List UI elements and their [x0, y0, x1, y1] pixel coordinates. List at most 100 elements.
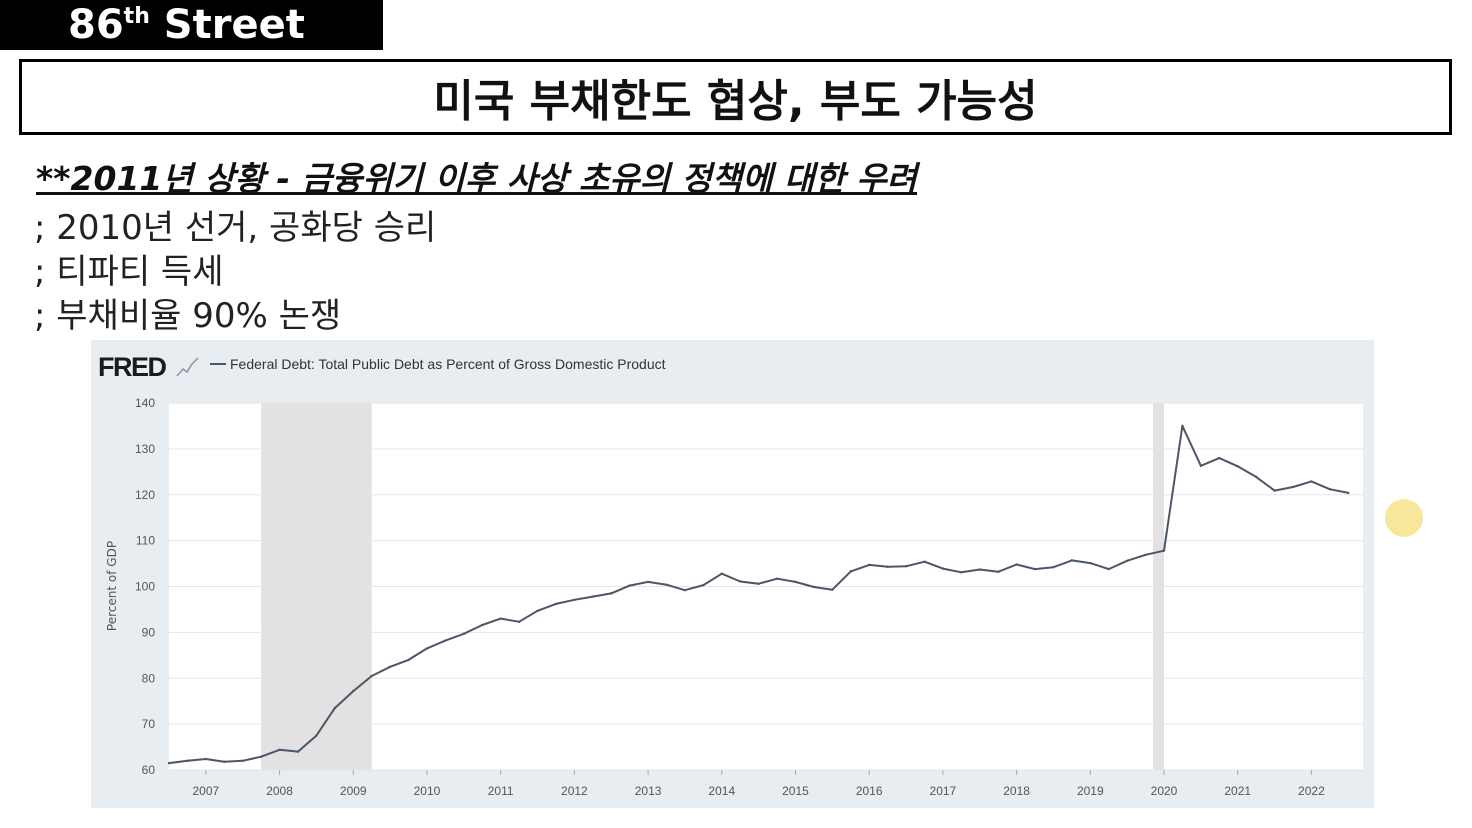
data-point — [517, 620, 521, 624]
data-point — [1033, 567, 1037, 571]
data-point — [941, 567, 945, 570]
data-point — [259, 755, 263, 758]
data-point — [849, 570, 852, 573]
x-tick-label-2018: 2018 — [1003, 784, 1030, 798]
x-tick-label-2019: 2019 — [1077, 784, 1104, 798]
data-point — [204, 757, 208, 761]
debt-to-gdp-chart: FRED Federal Debt: Total Public Debt as … — [98, 352, 1363, 798]
cursor-highlight — [1385, 499, 1423, 537]
x-tick-label-2017: 2017 — [930, 784, 957, 798]
data-point — [683, 588, 687, 592]
data-point — [923, 560, 926, 563]
y-tick-label-90: 90 — [142, 625, 156, 639]
data-point — [1273, 489, 1276, 492]
data-point — [1181, 424, 1184, 428]
fred-logo: FRED — [98, 352, 199, 382]
data-point — [407, 658, 410, 662]
data-point — [554, 602, 558, 606]
channel-name-rest: Street — [149, 2, 305, 48]
y-tick-label-80: 80 — [142, 671, 156, 685]
x-tick-label-2011: 2011 — [488, 784, 514, 798]
data-point — [1162, 549, 1166, 552]
x-tick-label-2016: 2016 — [856, 784, 883, 798]
data-point — [867, 563, 871, 567]
x-tick-label-2015: 2015 — [782, 784, 809, 798]
data-point — [1089, 561, 1092, 565]
fred-logo-graph-icon — [176, 357, 199, 377]
x-tick-label-2007: 2007 — [193, 784, 220, 798]
data-point — [352, 689, 355, 693]
data-point — [462, 632, 466, 635]
x-tick-label-2022: 2022 — [1298, 784, 1325, 798]
y-tick-label-100: 100 — [135, 580, 155, 594]
x-tick-label-2008: 2008 — [266, 784, 293, 798]
data-point — [1310, 480, 1313, 483]
y-tick-label-120: 120 — [135, 488, 155, 502]
bullet-debt-ratio: ; 부채비율 90% 논쟁 — [34, 296, 342, 336]
data-point — [1107, 567, 1110, 571]
data-point — [775, 577, 779, 580]
data-point — [573, 598, 576, 602]
data-point — [425, 647, 429, 650]
data-point — [996, 570, 1000, 574]
data-point — [794, 580, 797, 584]
x-tick-label-2021: 2021 — [1224, 784, 1251, 798]
slide-title-box: 미국 부채한도 협상, 부도 가능성 — [19, 59, 1452, 135]
x-tick-label-2013: 2013 — [635, 784, 662, 798]
bullet-tea-party: ; 티파티 득세 — [34, 252, 224, 292]
data-point — [1052, 566, 1055, 569]
data-point — [720, 572, 723, 575]
data-point — [167, 761, 171, 765]
y-axis-label: Percent of GDP — [105, 541, 119, 631]
data-point — [1199, 464, 1203, 468]
data-point — [296, 750, 300, 753]
data-point — [831, 588, 834, 591]
data-point — [499, 617, 502, 620]
data-point — [1015, 563, 1018, 566]
data-point — [1218, 456, 1221, 460]
legend-label: Federal Debt: Total Public Debt as Perce… — [230, 356, 666, 372]
data-point — [536, 609, 539, 613]
data-point — [757, 582, 760, 585]
data-point — [223, 760, 226, 763]
data-point — [886, 565, 889, 568]
data-point — [1291, 485, 1295, 489]
slide-subtitle: **2011년 상황 - 금융위기 이후 사상 초유의 정책에 대한 우려 — [36, 159, 918, 198]
data-point — [333, 706, 337, 710]
data-point — [904, 565, 908, 568]
x-tick-label-2020: 2020 — [1151, 784, 1178, 798]
y-tick-label-130: 130 — [135, 442, 155, 456]
data-point — [370, 674, 373, 678]
x-tick-label-2012: 2012 — [561, 784, 588, 798]
data-point — [812, 585, 816, 589]
data-point — [702, 583, 705, 587]
data-point — [1125, 559, 1129, 563]
y-tick-label-110: 110 — [136, 534, 155, 548]
bullet-election: ; 2010년 선거, 공화당 승리 — [34, 208, 437, 248]
data-point — [1144, 553, 1147, 557]
y-tick-label-60: 60 — [142, 763, 156, 777]
fred-chart-panel: FRED Federal Debt: Total Public Debt as … — [91, 340, 1374, 808]
data-point — [444, 639, 447, 642]
data-point — [241, 759, 244, 763]
data-point — [739, 580, 742, 583]
data-point — [186, 759, 189, 763]
data-point — [628, 584, 631, 587]
channel-name-suffix: th — [123, 4, 150, 29]
data-point — [978, 568, 981, 571]
slide-title: 미국 부채한도 협상, 부도 가능성 — [433, 76, 1038, 127]
data-point — [646, 580, 650, 584]
data-point — [1347, 491, 1350, 495]
data-point — [665, 583, 668, 586]
data-point — [1254, 475, 1258, 479]
data-point — [1236, 465, 1239, 468]
data-point — [278, 748, 281, 752]
data-point — [960, 571, 963, 574]
data-point — [1070, 559, 1074, 562]
data-point — [591, 595, 594, 598]
y-tick-label-140: 140 — [135, 396, 155, 410]
data-point — [1328, 488, 1332, 491]
data-point — [388, 665, 392, 668]
data-point — [315, 734, 318, 737]
channel-badge: 86th Street — [0, 0, 383, 50]
